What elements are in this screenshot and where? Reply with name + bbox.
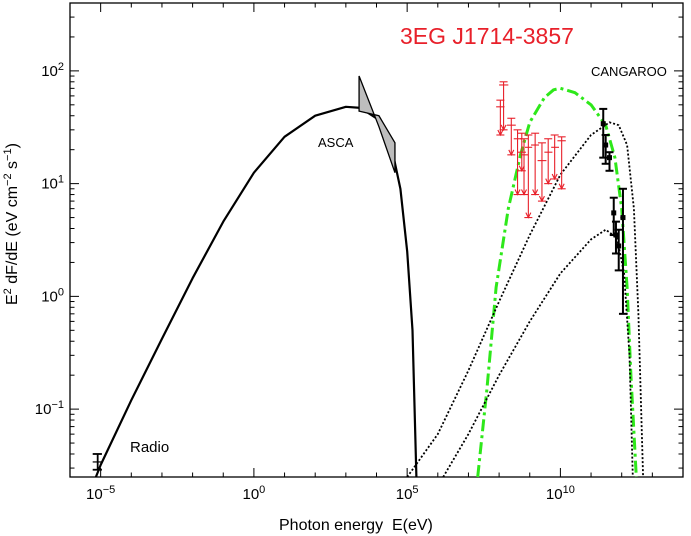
upper-limit-arrow xyxy=(545,178,552,185)
series-line-2 xyxy=(476,86,638,478)
cangaroo-marker xyxy=(613,232,619,238)
x-tick-label: 105 xyxy=(396,484,419,503)
upper-limit-arrow xyxy=(497,129,504,137)
egret-point xyxy=(524,134,533,219)
upper-limit-arrow xyxy=(538,195,545,203)
data-points xyxy=(92,81,627,471)
chart-title: 3EG J1714-3857 xyxy=(400,23,574,49)
cangaroo-point xyxy=(611,220,620,255)
model-curves xyxy=(94,86,644,478)
egret-point xyxy=(496,99,505,137)
upper-limit-arrow xyxy=(518,165,525,173)
upper-limit-arrow xyxy=(551,173,558,181)
annotation-cangaroo: CANGAROO xyxy=(591,64,667,79)
y-tick-labels: 10−1 100 101 102 xyxy=(35,61,64,418)
egret-point xyxy=(537,142,547,203)
y-axis-title: E2 dF/dE (eV cm−2 s−1) xyxy=(2,143,21,305)
y-tick-label: 10−1 xyxy=(35,399,64,418)
cangaroo-point xyxy=(618,187,627,315)
radio-point xyxy=(92,453,102,471)
upper-limit-arrow xyxy=(558,183,565,191)
egret-point xyxy=(544,138,553,185)
asca-bowtie-shape xyxy=(358,75,396,173)
axis-ticks xyxy=(69,2,684,477)
cangaroo-point xyxy=(605,151,614,172)
egret-point xyxy=(550,134,559,181)
cangaroo-point xyxy=(614,228,623,272)
x-tick-label: 100 xyxy=(242,484,265,503)
cangaroo-marker xyxy=(611,210,617,216)
cangaroo-marker xyxy=(607,155,613,161)
annotation-asca: ASCA xyxy=(318,135,354,150)
x-axis-title: Photon energy E(eV) xyxy=(279,517,433,534)
y-tick-label: 102 xyxy=(41,61,64,80)
series-line-4 xyxy=(442,228,634,478)
x-tick-label: 1010 xyxy=(546,484,575,503)
egret-point xyxy=(531,132,540,196)
cangaroo-point xyxy=(601,133,610,165)
egret-point xyxy=(557,136,566,191)
egret-point xyxy=(513,129,522,196)
y-tick-label: 100 xyxy=(41,286,64,305)
upper-limit-arrow xyxy=(500,124,507,132)
egret-point xyxy=(520,138,529,196)
annotation-radio: Radio xyxy=(130,439,169,456)
upper-limit-arrow xyxy=(525,212,532,219)
series-line-1 xyxy=(94,105,418,478)
upper-limit-arrow xyxy=(532,189,539,196)
upper-limit-arrow xyxy=(514,189,521,196)
y-tick-label: 101 xyxy=(41,174,64,193)
cangaroo-marker xyxy=(620,215,626,221)
cangaroo-marker xyxy=(600,121,606,127)
x-tick-label: 10−5 xyxy=(86,484,115,503)
upper-limit-arrow xyxy=(521,189,528,196)
x-tick-labels: 10−5 100 105 1010 xyxy=(86,484,575,503)
upper-limit-arrow xyxy=(508,149,515,157)
cangaroo-marker xyxy=(603,142,609,148)
series-line-3 xyxy=(406,121,644,478)
cangaroo-marker xyxy=(616,243,622,249)
asca-bowtie xyxy=(358,75,396,173)
egret-point xyxy=(506,117,516,157)
